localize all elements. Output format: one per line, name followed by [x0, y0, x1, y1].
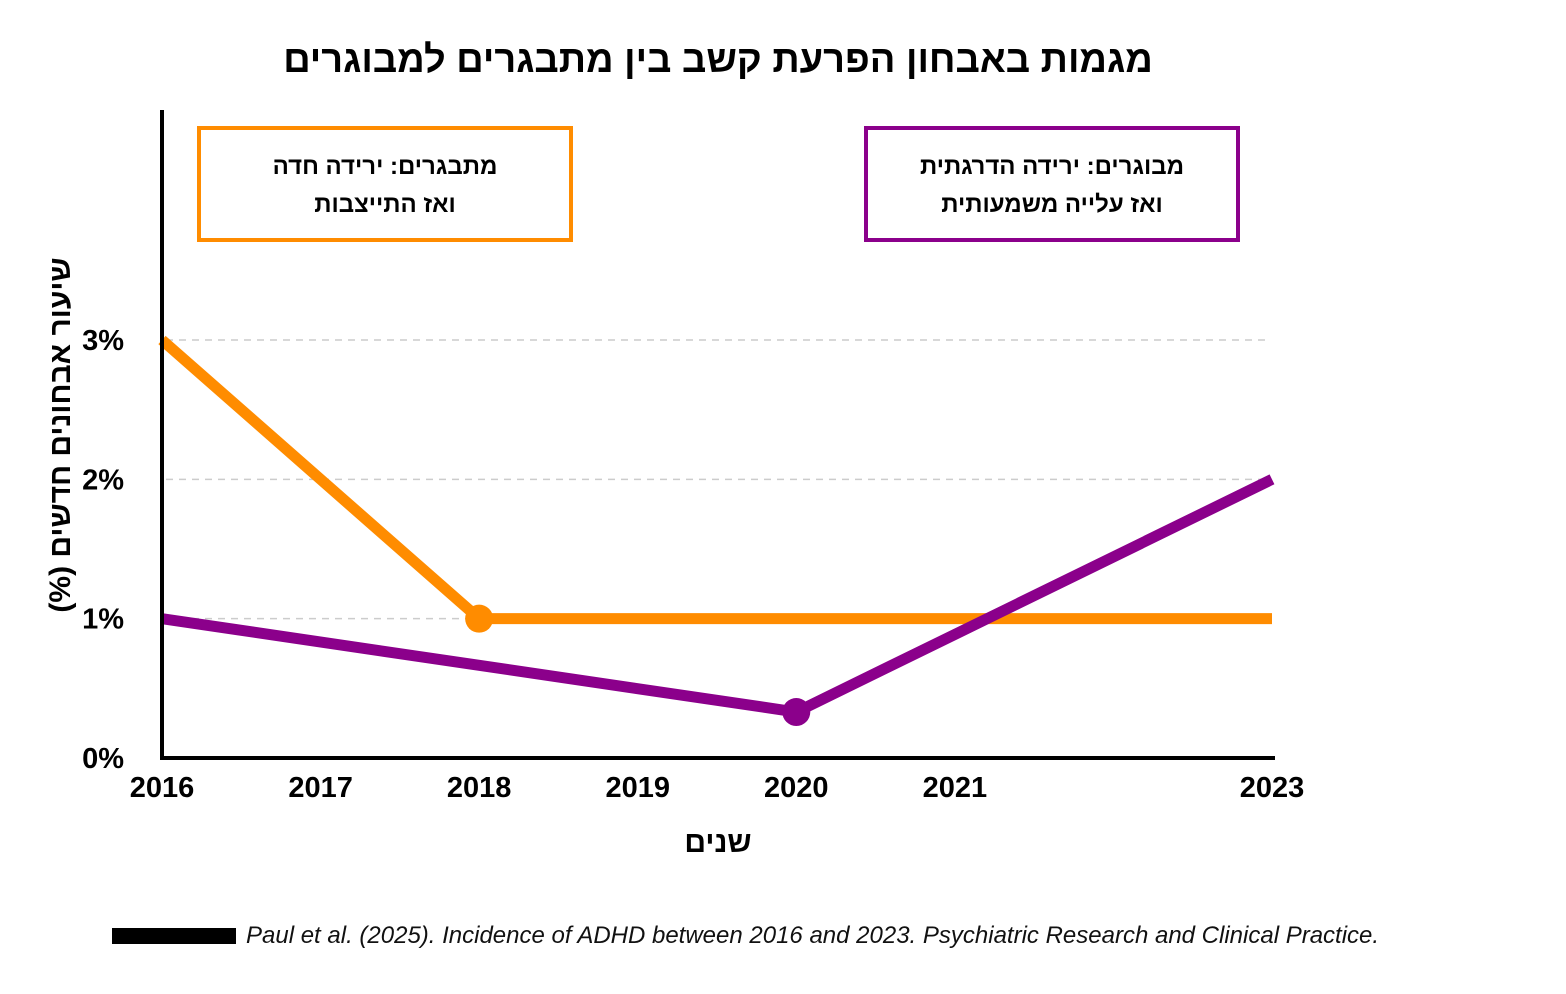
- y-tick-label: 2%: [82, 464, 124, 496]
- chart-title: מגמות באבחון הפרעת קשב בין מתבגרים למבוג…: [283, 39, 1153, 81]
- redacted-block: [112, 928, 236, 944]
- x-tick-label: 2016: [130, 772, 195, 804]
- x-tick-label: 2018: [447, 772, 512, 804]
- annotation-box-0: [197, 126, 573, 242]
- annotation-text: מתבגרים: ירידה חדה: [273, 153, 498, 180]
- citation: Paul et al. (2025). Incidence of ADHD be…: [112, 918, 1379, 954]
- series-marker-0: [465, 604, 494, 633]
- y-tick-labels: 0% 1% 2% 3%: [82, 325, 124, 775]
- series-marker-1: [782, 698, 811, 727]
- y-axis-label: שיעור אבחונים חדשים (%): [44, 257, 77, 612]
- annotation-box-1: [864, 126, 1240, 242]
- annotation-text: ואז התייצבות: [314, 191, 455, 218]
- annotation-text: מבוגרים: ירידה הדרגתית: [920, 153, 1184, 180]
- annotation-text: ואז עלייה משמעותית: [941, 191, 1163, 218]
- citation-text: Paul et al. (2025). Incidence of ADHD be…: [246, 922, 1380, 949]
- x-tick-labels: 2016 2017 2018 2019 2020 2021 2023: [130, 772, 1305, 804]
- y-tick-label: 3%: [82, 325, 124, 357]
- y-tick-label: 0%: [82, 743, 124, 775]
- x-tick-label: 2020: [764, 772, 829, 804]
- series-line-1: [161, 474, 1275, 718]
- x-tick-label: 2019: [605, 772, 670, 804]
- x-axis-label: שנים: [684, 826, 751, 859]
- x-tick-label: 2017: [288, 772, 353, 804]
- y-tick-label: 1%: [82, 604, 124, 636]
- grid-lines: [166, 339, 1268, 620]
- annotation-boxes: מתבגרים: ירידה חדה ואז התייצבות מבוגרים: י…: [197, 126, 1240, 242]
- x-tick-label: 2021: [923, 772, 988, 804]
- series-layer: [158, 335, 1275, 727]
- x-tick-label: 2023: [1240, 772, 1305, 804]
